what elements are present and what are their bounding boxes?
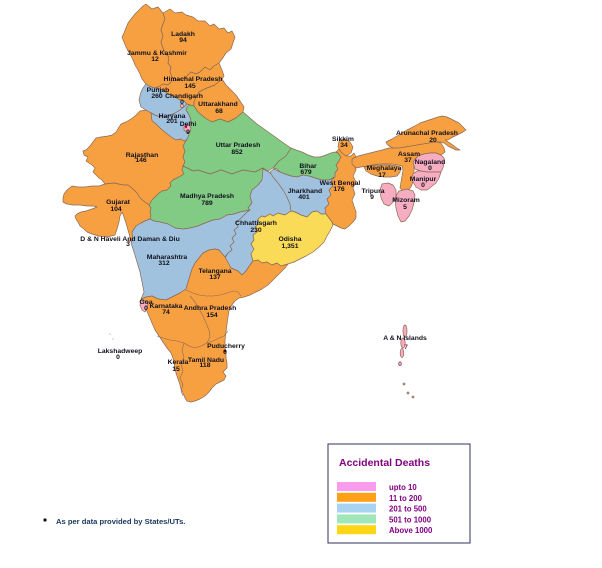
svg-text:upto 10: upto 10 — [389, 483, 417, 492]
svg-text:230: 230 — [250, 227, 262, 234]
svg-text:20: 20 — [429, 137, 437, 144]
svg-text:7: 7 — [404, 344, 408, 351]
svg-text:789: 789 — [201, 200, 213, 207]
svg-text:Punjab: Punjab — [147, 87, 170, 94]
svg-text:Jammu & Kashmir: Jammu & Kashmir — [127, 50, 187, 57]
svg-text:260: 260 — [151, 93, 163, 100]
svg-text:201: 201 — [166, 118, 178, 125]
svg-text:Puducherry: Puducherry — [207, 343, 245, 350]
svg-text:9: 9 — [370, 194, 374, 201]
svg-text:37: 37 — [404, 157, 412, 164]
svg-text:Assam: Assam — [398, 151, 420, 158]
svg-text:74: 74 — [162, 309, 170, 316]
svg-text:12: 12 — [151, 56, 159, 63]
svg-text:94: 94 — [179, 37, 187, 44]
svg-text:104: 104 — [110, 206, 122, 213]
svg-text:0: 0 — [144, 305, 148, 312]
svg-text:Uttarakhand: Uttarakhand — [198, 101, 238, 108]
svg-text:0: 0 — [223, 349, 227, 356]
svg-text:A & N Islands: A & N Islands — [383, 335, 427, 342]
svg-text:176: 176 — [333, 186, 345, 193]
svg-text:3: 3 — [126, 241, 130, 248]
svg-text:Bihar: Bihar — [299, 163, 317, 170]
svg-text:Chhattisgarh: Chhattisgarh — [235, 220, 277, 227]
svg-text:Arunachal Pradesh: Arunachal Pradesh — [396, 130, 458, 137]
svg-text:Odisha: Odisha — [278, 236, 301, 243]
svg-text:Sikkim: Sikkim — [332, 136, 354, 143]
svg-text:5: 5 — [403, 204, 407, 211]
svg-text:0: 0 — [116, 354, 120, 361]
svg-text:Jharkhand: Jharkhand — [288, 188, 322, 195]
svg-text:17: 17 — [378, 172, 386, 179]
svg-text:Andhra Pradesh: Andhra Pradesh — [184, 305, 237, 312]
svg-text:Gujarat: Gujarat — [106, 199, 131, 206]
svg-text:34: 34 — [340, 142, 348, 149]
svg-text:1,351: 1,351 — [281, 243, 298, 250]
svg-text:201 to 500: 201 to 500 — [389, 505, 427, 514]
svg-text:D & N Haveli And Daman & Diu: D & N Haveli And Daman & Diu — [80, 236, 179, 243]
svg-text:Kerala: Kerala — [168, 359, 189, 366]
svg-text:0: 0 — [398, 361, 402, 368]
svg-text:0: 0 — [428, 165, 432, 172]
svg-text:15: 15 — [172, 366, 180, 373]
svg-text:Manipur: Manipur — [410, 176, 437, 183]
svg-text:Karnataka: Karnataka — [150, 303, 183, 310]
svg-text:312: 312 — [158, 260, 170, 267]
svg-text:West Bengal: West Bengal — [320, 180, 361, 187]
svg-text:0: 0 — [180, 99, 184, 106]
svg-text:Accidental Deaths: Accidental Deaths — [339, 457, 430, 469]
svg-text:Delhi: Delhi — [180, 121, 197, 128]
svg-text:Ladakh: Ladakh — [171, 31, 195, 38]
svg-text:Mizoram: Mizoram — [392, 197, 420, 204]
svg-text:Rajasthan: Rajasthan — [126, 152, 158, 159]
svg-text:401: 401 — [298, 194, 310, 201]
svg-text:11 to 200: 11 to 200 — [389, 494, 423, 503]
svg-text:Meghalaya: Meghalaya — [367, 165, 402, 172]
svg-text:9: 9 — [186, 129, 190, 136]
svg-text:Chandigarh: Chandigarh — [165, 93, 203, 100]
svg-text:679: 679 — [300, 169, 312, 176]
svg-text:Above 1000: Above 1000 — [389, 526, 433, 535]
svg-text:118: 118 — [200, 362, 211, 369]
svg-text:0: 0 — [421, 182, 425, 189]
svg-text:Uttar Pradesh: Uttar Pradesh — [216, 142, 261, 149]
svg-text:Himachal Pradesh: Himachal Pradesh — [164, 76, 223, 83]
svg-text:Telangana: Telangana — [198, 268, 231, 275]
svg-text:501 to 1000: 501 to 1000 — [389, 515, 432, 524]
svg-text:Goa: Goa — [139, 299, 152, 306]
svg-text:Haryana: Haryana — [159, 113, 186, 120]
svg-text:Maharashtra: Maharashtra — [147, 254, 188, 261]
svg-text:Tripura: Tripura — [361, 188, 384, 195]
svg-text:Lakshadweep: Lakshadweep — [98, 348, 143, 355]
svg-text:137: 137 — [209, 274, 221, 281]
svg-text:146: 146 — [135, 157, 147, 164]
svg-text:As per data provided by States: As per data provided by States/UTs. — [56, 517, 185, 526]
svg-text:852: 852 — [231, 149, 243, 156]
svg-text:68: 68 — [215, 108, 223, 115]
svg-text:Madhya Pradesh: Madhya Pradesh — [180, 193, 234, 200]
svg-text:Nagaland: Nagaland — [415, 159, 446, 166]
svg-text:154: 154 — [206, 312, 218, 319]
svg-text:Tamil Nadu: Tamil Nadu — [188, 357, 224, 364]
svg-text:145: 145 — [184, 83, 196, 90]
